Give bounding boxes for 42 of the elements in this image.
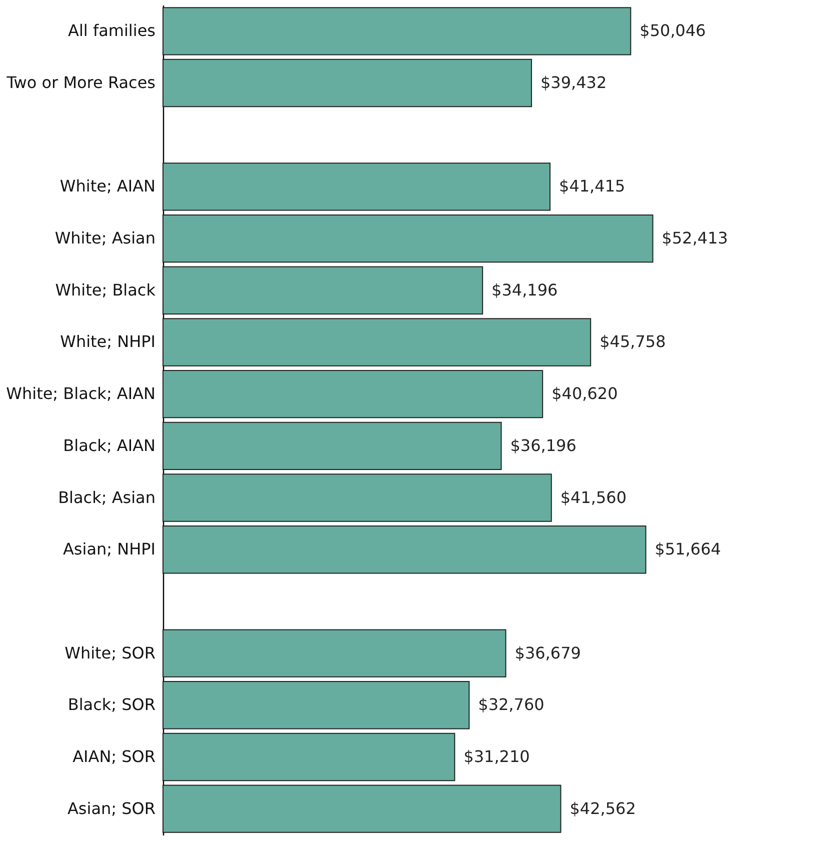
data-label: $50,046 (640, 21, 706, 40)
data-label: $52,413 (662, 228, 728, 248)
data-label: $45,758 (600, 332, 666, 352)
y-tick-label: White; Black (55, 280, 156, 300)
y-tick-label: AIAN; SOR (72, 746, 156, 766)
bar (162, 7, 632, 56)
y-tick-label: White; NHPI (60, 332, 156, 352)
y-tick-label: White; SOR (64, 643, 156, 662)
bar (162, 58, 532, 108)
y-tick-label: Black; SOR (68, 695, 156, 714)
y-tick-label: Black; Asian (58, 488, 156, 507)
bar (162, 784, 562, 833)
y-tick-label: Black; AIAN (63, 436, 156, 455)
data-label: $36,679 (514, 643, 581, 662)
data-label: $42,562 (570, 798, 636, 818)
bar (162, 422, 502, 470)
data-label: $39,432 (540, 73, 607, 92)
y-tick-label: Asian; NHPI (62, 540, 156, 559)
bar (162, 629, 506, 678)
y-tick-label: Asian; SOR (67, 798, 156, 818)
y-tick-label: White; Asian (54, 228, 156, 248)
bar (162, 732, 456, 782)
data-label: $32,760 (478, 695, 544, 714)
bar (162, 214, 654, 263)
y-tick-label: White; AIAN (60, 176, 156, 196)
bar (162, 266, 484, 314)
data-label: $41,415 (559, 176, 626, 196)
y-tick-label: Two or More Races (6, 73, 156, 92)
data-label: $40,620 (552, 384, 618, 404)
data-label: $31,210 (464, 746, 530, 766)
bar (162, 474, 552, 522)
bar (162, 526, 646, 574)
data-label: $51,664 (654, 540, 721, 559)
y-tick-label: White; Black; AIAN (6, 384, 156, 404)
y-tick-label: All families (68, 21, 156, 40)
data-label: $34,196 (492, 280, 558, 300)
data-label: $41,560 (560, 488, 627, 507)
bar (162, 318, 592, 366)
data-label: $36,196 (510, 436, 576, 455)
bar (162, 162, 551, 211)
bar (162, 370, 544, 418)
bar (162, 681, 470, 730)
